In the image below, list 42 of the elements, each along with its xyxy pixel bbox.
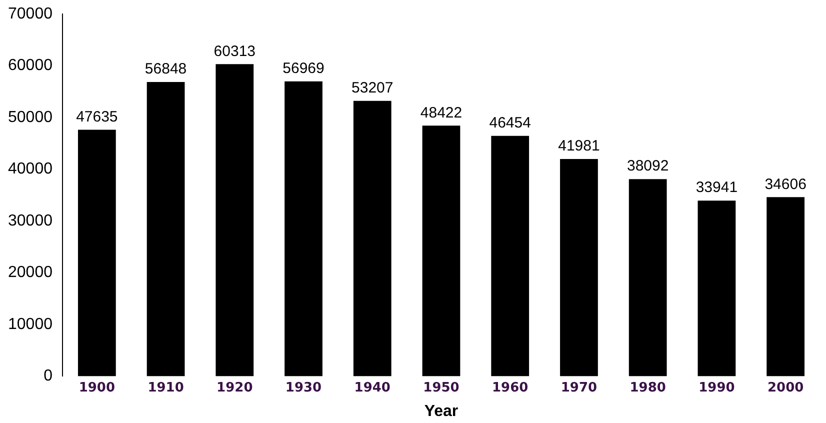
- y-tick-label: 10000: [8, 316, 53, 333]
- x-tick-label: 1960: [492, 380, 528, 396]
- data-label: 60313: [214, 42, 256, 60]
- x-tick-label: 1950: [423, 380, 460, 396]
- x-tick-label: 1900: [78, 380, 116, 396]
- data-label: 38092: [626, 158, 669, 175]
- bar: [422, 126, 460, 376]
- y-tick-label: 60000: [8, 57, 53, 74]
- data-label: 33941: [696, 179, 738, 196]
- data-label: 56969: [282, 60, 324, 78]
- data-label: 46454: [489, 114, 531, 132]
- bar: [491, 136, 530, 376]
- data-label: 53207: [352, 80, 394, 97]
- y-tick-label: 0: [44, 368, 53, 385]
- bar: [146, 82, 185, 376]
- y-tick-label: 30000: [8, 212, 53, 230]
- bar: [766, 197, 805, 376]
- x-tick-label: 1990: [698, 380, 735, 396]
- bar: [353, 100, 392, 376]
- x-tick-label: 1970: [560, 380, 598, 396]
- data-label: 56848: [144, 60, 187, 78]
- x-tick-label: 1980: [630, 380, 666, 396]
- x-tick-label: 1940: [354, 380, 390, 396]
- x-tick-label: 1910: [148, 380, 184, 396]
- data-label: 41981: [558, 138, 600, 155]
- data-label: 34606: [764, 176, 806, 193]
- y-tick-label: 40000: [8, 160, 53, 178]
- x-tick-label: 2000: [767, 380, 804, 396]
- bar: [284, 81, 322, 376]
- x-tick-label: 1930: [285, 380, 322, 396]
- y-tick-label: 20000: [8, 264, 53, 282]
- data-label: 48422: [420, 104, 462, 122]
- bar: [698, 200, 736, 376]
- bar: [78, 130, 116, 376]
- x-axis-title: Year: [424, 402, 458, 420]
- bar: [628, 179, 667, 376]
- bar: [216, 64, 254, 376]
- x-tick-label: 1920: [216, 380, 253, 396]
- y-tick-label: 70000: [8, 5, 53, 22]
- y-tick-label: 50000: [8, 108, 53, 126]
- bar: [560, 158, 598, 376]
- data-label: 47635: [76, 108, 118, 126]
